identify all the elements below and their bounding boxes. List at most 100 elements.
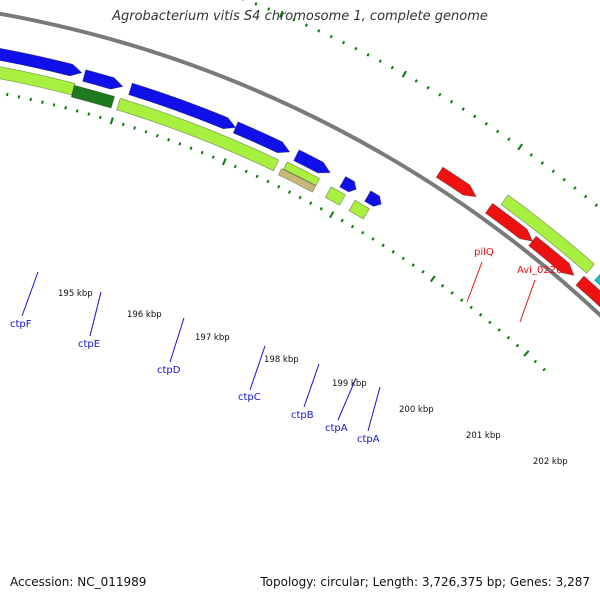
inner-minor-tick — [515, 343, 520, 348]
outer-minor-tick — [317, 29, 321, 33]
ctpD-lime-feature[interactable] — [116, 97, 280, 172]
ctpF-label[interactable]: ctpF — [10, 319, 32, 330]
outer-major-tick — [279, 10, 284, 18]
inner-minor-tick — [277, 184, 281, 189]
outer-minor-tick — [329, 34, 333, 39]
inner-minor-tick — [506, 335, 511, 340]
inner-minor-tick — [533, 359, 538, 364]
ctpE-label[interactable]: ctpE — [78, 339, 100, 350]
inner-major-tick — [329, 211, 335, 219]
genome-stats-text: Topology: circular; Length: 3,726,375 bp… — [260, 575, 590, 589]
outer-minor-tick — [484, 122, 488, 126]
ctpF-feature[interactable] — [0, 46, 83, 77]
ctpD-feature[interactable] — [128, 82, 237, 130]
ctpC-feature[interactable] — [232, 121, 291, 154]
label-leader-lines — [21, 261, 536, 432]
ctpA-lime-feature-2[interactable] — [348, 199, 370, 220]
inner-minor-tick — [121, 122, 125, 127]
chromosome-backbone — [0, 11, 600, 318]
inner-minor-tick — [488, 320, 492, 325]
inner-major-tick — [523, 350, 530, 357]
accession-text: Accession: NC_011989 — [10, 575, 147, 589]
inner-minor-tick — [155, 133, 159, 138]
inner-major-tick — [222, 158, 227, 166]
inner-minor-tick — [75, 109, 79, 113]
outer-minor-tick — [551, 169, 555, 174]
ctpD-label[interactable]: ctpD — [157, 365, 181, 376]
ctpA-2-leader-line — [367, 386, 381, 432]
outer-minor-tick — [366, 53, 370, 57]
ctpA-blue-feature-2[interactable] — [364, 190, 382, 207]
inner-minor-tick — [497, 328, 501, 332]
map-title: Agrobacterium vitis S4 chromosome 1, com… — [112, 9, 488, 24]
pilQ-feature[interactable] — [435, 166, 477, 198]
inner-minor-tick — [133, 126, 137, 130]
inner-minor-tick — [211, 155, 215, 159]
ctpB-lime-feature[interactable] — [283, 161, 321, 187]
inner-minor-tick — [381, 243, 385, 248]
inner-major-tick — [429, 275, 436, 283]
outer-minor-tick — [540, 161, 545, 165]
red-feature-2[interactable] — [528, 235, 575, 276]
outer-minor-tick — [583, 194, 588, 199]
ctpA-1-label[interactable]: ctpA — [325, 423, 348, 434]
inner-minor-tick — [421, 270, 425, 274]
scale-label: 202 kbp — [533, 457, 568, 467]
outer-minor-tick — [562, 177, 566, 182]
inner-minor-tick — [287, 190, 292, 194]
ctpC-leader-line — [249, 345, 266, 391]
outer-minor-tick — [426, 85, 430, 90]
inner-minor-tick — [391, 249, 395, 254]
ctpA-blue-feature-1[interactable] — [339, 175, 357, 193]
inner-minor-tick — [361, 230, 365, 235]
inner-tick-ring — [6, 92, 546, 372]
backbone-arc — [0, 11, 600, 318]
outer-minor-tick — [594, 203, 598, 208]
outer-minor-tick — [414, 79, 418, 83]
inner-minor-tick — [6, 92, 9, 97]
scale-label: 198 kbp — [264, 355, 299, 365]
outer-minor-tick — [304, 23, 308, 27]
pilQ-leader-line — [466, 261, 483, 303]
inner-minor-tick — [298, 195, 302, 200]
ctpC-label[interactable]: ctpC — [238, 392, 261, 403]
feature-tracks[interactable] — [0, 46, 600, 330]
ctpA-1-leader-line — [337, 377, 357, 421]
red-feature-3[interactable] — [575, 275, 600, 330]
ctpB-label[interactable]: ctpB — [291, 410, 314, 421]
ctpB-blue-feature[interactable] — [293, 149, 331, 174]
Avi_0226-leader-line — [519, 279, 536, 323]
Avi_0226-feature[interactable] — [500, 194, 596, 274]
inner-minor-tick — [178, 142, 182, 146]
pilQ-label[interactable]: pilQ — [474, 247, 494, 258]
ctpA-lime-feature-1[interactable] — [324, 186, 347, 206]
outer-tick-ring — [241, 0, 598, 208]
gene-labels[interactable]: ctpF ctpE ctpD ctpC ctpB ctpA ctpA pilQ Avi_0226 — [10, 247, 562, 445]
outer-major-tick — [401, 70, 407, 78]
ctpE-green-feature[interactable] — [70, 84, 116, 109]
inner-minor-tick — [340, 218, 344, 223]
red-feature-1[interactable] — [484, 202, 534, 242]
scale-label: 195 kbp — [58, 289, 93, 299]
outer-minor-tick — [342, 40, 346, 45]
inner-minor-tick — [266, 179, 270, 184]
scale-label: 201 kbp — [466, 431, 501, 441]
outer-minor-tick — [529, 153, 533, 157]
outer-minor-tick — [495, 129, 500, 134]
inner-minor-tick — [401, 256, 405, 261]
ctpA-2-label[interactable]: ctpA — [357, 434, 380, 445]
outer-minor-tick — [292, 17, 296, 22]
ctpB-tan-feature[interactable] — [277, 168, 317, 193]
cyan-feature[interactable] — [594, 271, 600, 318]
inner-minor-tick — [309, 201, 313, 205]
inner-minor-tick — [17, 95, 21, 99]
ctpE-blue-feature[interactable] — [82, 69, 124, 90]
inner-minor-tick — [411, 263, 415, 267]
ctpE-leader-line — [89, 291, 102, 337]
outer-major-tick — [517, 143, 523, 151]
inner-minor-tick — [64, 106, 68, 110]
Avi_0226-label[interactable]: Avi_0226 — [517, 265, 562, 276]
inner-minor-tick — [460, 298, 464, 302]
ctpF-leader-line — [21, 271, 39, 317]
